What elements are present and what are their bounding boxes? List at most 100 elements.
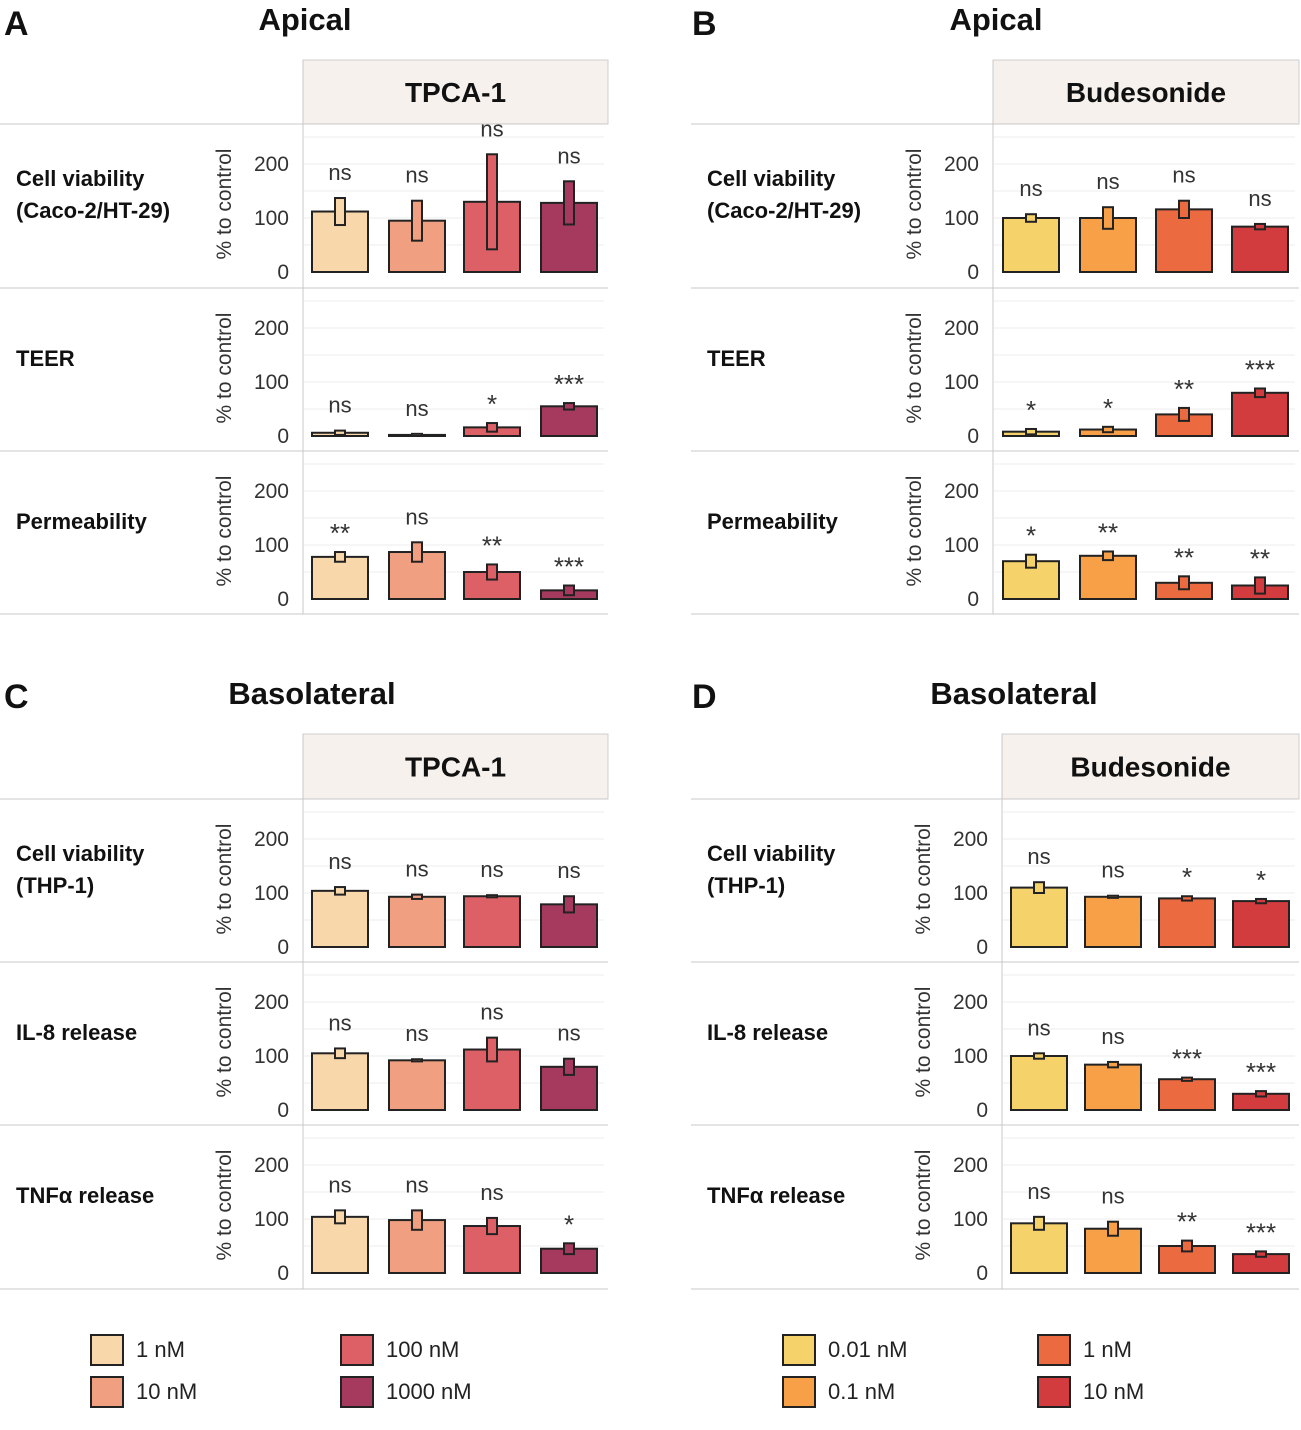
error-bar (334, 1047, 346, 1060)
error-bar (1102, 550, 1114, 562)
treatment-label: TPCA-1 (405, 752, 506, 783)
y-axis-label: % to control (213, 1150, 236, 1261)
legend-swatch (90, 1376, 124, 1408)
y-tick-label: 200 (254, 1154, 289, 1177)
error-bar (1181, 1076, 1193, 1082)
row-label: TNFα release (16, 1183, 154, 1208)
significance-label: *** (1172, 1044, 1202, 1074)
error-bar (1254, 387, 1266, 399)
row-label: IL-8 release (16, 1020, 137, 1045)
error-bar (1107, 894, 1119, 899)
significance-label: * (1256, 865, 1266, 895)
y-tick-label: 0 (976, 1262, 988, 1285)
y-tick-label: 200 (944, 480, 979, 503)
bar (1010, 886, 1068, 948)
bar (388, 219, 446, 273)
legend-label: 100 nM (386, 1337, 460, 1362)
error-bar (411, 541, 423, 563)
significance-label: ** (1174, 374, 1194, 404)
y-tick-label: 200 (944, 153, 979, 176)
y-axis-label: % to control (912, 1150, 935, 1261)
error-bar (411, 1209, 423, 1231)
row-label: Permeability (16, 509, 148, 534)
error-bar (1107, 1220, 1119, 1237)
significance-label: ns (480, 1180, 503, 1205)
bar (311, 1215, 369, 1274)
error-bar (563, 402, 575, 411)
error-bar (1181, 895, 1193, 902)
bar (1084, 895, 1142, 949)
significance-label: * (564, 1209, 574, 1239)
y-axis-label: % to control (213, 476, 236, 587)
bar (1084, 1063, 1142, 1112)
row-label: Cell viability (707, 166, 836, 191)
y-tick-label: 0 (967, 588, 979, 611)
y-tick-label: 200 (254, 480, 289, 503)
bar (1010, 1222, 1068, 1274)
legend-item: 1000 nM (340, 1372, 472, 1412)
panel-title: Basolateral (228, 676, 395, 711)
significance-label: ns (480, 1000, 503, 1025)
significance-label: ns (480, 857, 503, 882)
row-label: Cell viability (16, 841, 145, 866)
significance-label: * (1026, 395, 1036, 425)
legend-item: 1 nM (90, 1330, 185, 1370)
row-label: (Caco-2/HT-29) (16, 198, 170, 223)
error-bar (334, 197, 346, 227)
significance-label: ns (1101, 858, 1124, 883)
row-label: TEER (707, 346, 766, 371)
error-bar (563, 584, 575, 597)
bar (388, 1059, 446, 1111)
bar (1079, 554, 1137, 600)
bar (311, 1052, 369, 1112)
significance-label: ** (1174, 542, 1194, 572)
error-bar (563, 895, 575, 914)
y-axis-label: % to control (903, 313, 926, 424)
legend-swatch (1037, 1376, 1071, 1408)
error-bar (486, 1216, 498, 1236)
error-bar (1025, 427, 1037, 436)
row-label: Permeability (707, 509, 839, 534)
error-bar (486, 894, 498, 899)
error-bar (1255, 1250, 1267, 1258)
error-bar (1033, 1052, 1045, 1060)
error-bar (1178, 406, 1190, 422)
legend-label: 1000 nM (386, 1379, 472, 1404)
y-axis-label: % to control (903, 476, 926, 587)
row-label: (THP-1) (707, 873, 785, 898)
error-bar (1254, 576, 1266, 595)
legend-swatch (90, 1334, 124, 1366)
significance-label: ** (330, 518, 350, 548)
bar (1231, 225, 1289, 273)
significance-label: ns (328, 1010, 351, 1035)
significance-label: ** (1098, 517, 1118, 547)
significance-label: ns (405, 1172, 428, 1197)
error-bar (486, 153, 498, 251)
error-bar (334, 1209, 346, 1225)
error-bar (1025, 213, 1037, 223)
panel-letter: B (692, 5, 717, 43)
y-axis-label: % to control (912, 824, 935, 935)
y-tick-label: 200 (944, 317, 979, 340)
significance-label: *** (1246, 1217, 1276, 1247)
significance-label: ns (480, 116, 503, 141)
error-bar (334, 429, 346, 436)
legend-item: 100 nM (340, 1330, 459, 1370)
y-tick-label: 100 (254, 371, 289, 394)
y-tick-label: 0 (277, 1262, 289, 1285)
y-tick-label: 200 (953, 828, 988, 851)
y-tick-label: 200 (254, 153, 289, 176)
y-tick-label: 0 (277, 936, 289, 959)
y-tick-label: 0 (967, 261, 979, 284)
y-tick-label: 200 (953, 1154, 988, 1177)
significance-label: ns (1248, 186, 1271, 211)
legend-swatch (782, 1334, 816, 1366)
significance-label: ** (482, 530, 502, 560)
significance-label: ns (1172, 163, 1195, 188)
y-tick-label: 0 (277, 425, 289, 448)
significance-label: ns (1027, 1179, 1050, 1204)
legend-label: 1 nM (1083, 1337, 1132, 1362)
treatment-label: TPCA-1 (405, 77, 506, 108)
error-bar (1025, 553, 1037, 569)
